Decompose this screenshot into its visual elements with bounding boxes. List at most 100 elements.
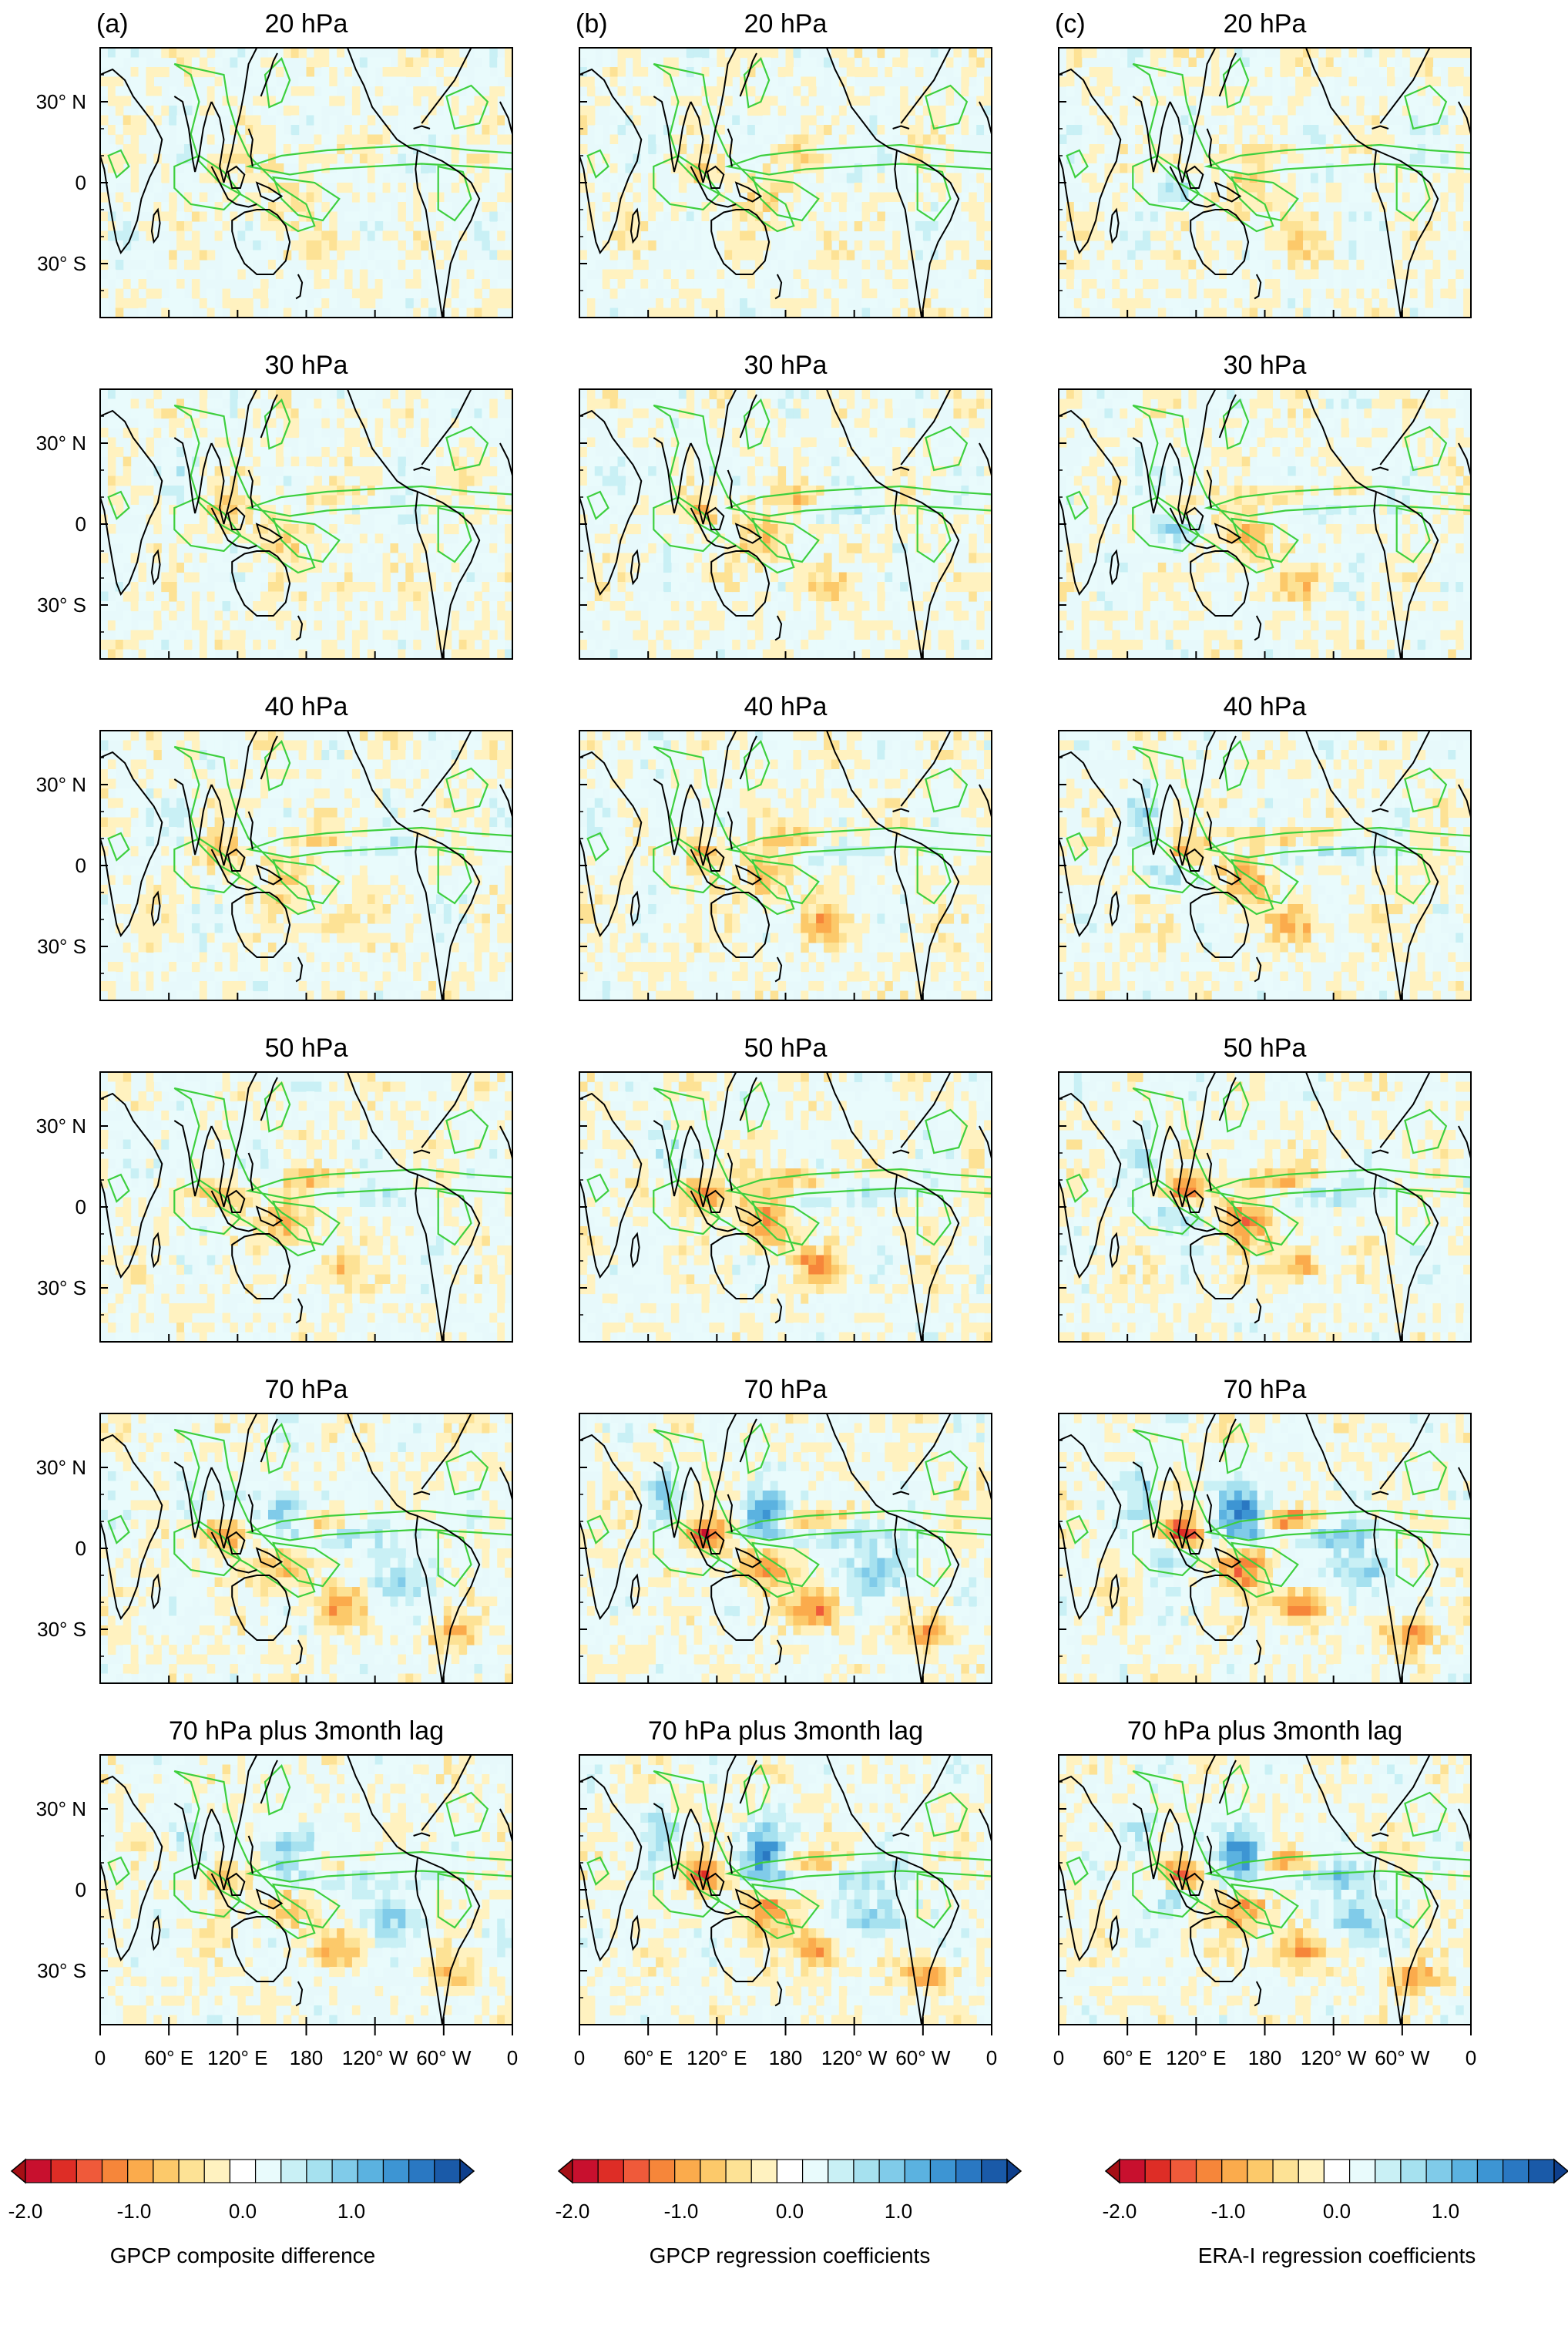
field-cell (594, 288, 603, 299)
field-cell (1157, 115, 1167, 126)
field-cell (405, 288, 414, 299)
field-cell (405, 649, 414, 659)
field-cell (1188, 269, 1197, 280)
field-cell (390, 308, 398, 318)
field-cell (138, 86, 147, 97)
field-cell (374, 279, 384, 290)
field-cell (100, 134, 109, 145)
field-cell (777, 514, 787, 525)
field-cell (1463, 221, 1471, 232)
field-cell (497, 183, 505, 193)
field-cell (169, 437, 177, 448)
field-cell (290, 279, 300, 290)
field-cell (1249, 163, 1258, 174)
field-cell (100, 428, 109, 439)
field-cell (222, 230, 231, 241)
field-cell (854, 67, 863, 78)
field-cell (892, 553, 901, 563)
field-cell (1379, 144, 1388, 155)
field-cell (329, 134, 337, 145)
field-cell (344, 67, 353, 78)
field-cell (428, 86, 437, 97)
field-cell (489, 230, 498, 241)
field-cell (1272, 269, 1281, 280)
field-cell (900, 57, 908, 68)
field-cell (602, 230, 611, 241)
field-cell (1356, 106, 1365, 116)
field-cell (275, 543, 284, 554)
field-cell (222, 620, 231, 631)
field-cell (206, 163, 216, 174)
field-cell (1249, 134, 1258, 145)
field-cell (922, 466, 932, 477)
field-cell (953, 495, 962, 506)
field-cell (1440, 269, 1449, 280)
field-cell (497, 230, 505, 241)
field-cell (1402, 134, 1411, 145)
field-cell (1463, 86, 1471, 97)
field-cell (390, 495, 398, 506)
field-cell (1333, 230, 1342, 241)
field-cell (359, 134, 368, 145)
field-cell (283, 389, 292, 400)
field-cell (1127, 221, 1136, 232)
field-cell (1120, 269, 1128, 280)
field-cell (161, 298, 170, 309)
field-cell (206, 447, 216, 458)
field-cell (451, 437, 460, 448)
field-cell (877, 86, 885, 97)
field-cell (717, 620, 725, 631)
field-cell (609, 389, 619, 400)
field-cell (321, 163, 330, 174)
field-cell (1264, 192, 1274, 203)
field-cell (900, 437, 908, 448)
field-cell (351, 298, 361, 309)
field-cell (602, 86, 611, 97)
field-cell (846, 211, 855, 222)
field-cell (846, 495, 855, 506)
field-cell (724, 250, 733, 260)
contour-line (724, 143, 992, 176)
field-cell (625, 524, 633, 535)
field-cell (314, 260, 322, 271)
field-cell (489, 288, 498, 299)
contour-line (1204, 143, 1471, 176)
field-cell (245, 298, 253, 309)
field-cell (777, 398, 787, 409)
field-cell (801, 192, 809, 203)
field-cell (824, 279, 832, 290)
field-cell (230, 153, 238, 164)
field-cell (298, 563, 307, 573)
field-cell (474, 96, 482, 106)
field-cell (1059, 288, 1067, 299)
field-cell (405, 67, 414, 78)
field-cell (237, 591, 246, 602)
field-cell (1257, 389, 1266, 400)
field-cell (701, 173, 710, 183)
field-cell (892, 192, 901, 203)
field-cell (1219, 163, 1227, 174)
field-cell (686, 163, 695, 174)
field-cell (367, 389, 376, 400)
field-cell (130, 192, 139, 203)
field-cell (191, 48, 200, 59)
field-cell (298, 86, 307, 97)
field-cell (214, 86, 223, 97)
field-cell (314, 76, 322, 87)
field-cell (435, 389, 445, 400)
field-cell (770, 211, 779, 222)
field-cell (747, 211, 756, 222)
field-cell (801, 125, 809, 136)
field-cell (594, 543, 603, 554)
field-cell (922, 202, 932, 213)
field-cell (1440, 115, 1449, 126)
field-cell (701, 495, 710, 506)
field-cell (413, 563, 421, 573)
field-cell (663, 230, 672, 241)
field-cell (1288, 230, 1296, 241)
field-cell (474, 230, 482, 241)
field-cell (466, 640, 475, 650)
field-cell (222, 96, 231, 106)
field-cell (169, 48, 177, 59)
field-cell (915, 447, 924, 458)
